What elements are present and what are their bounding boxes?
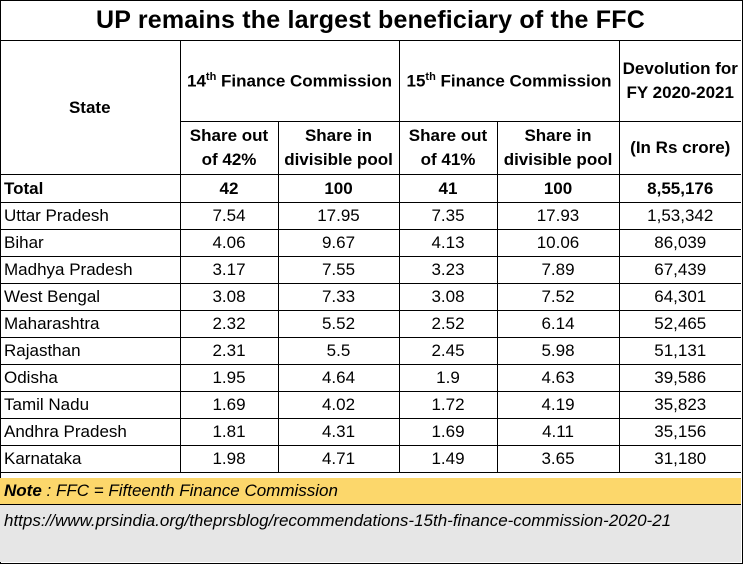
table-row: Maharashtra 2.32 5.52 2.52 6.14 52,465 bbox=[0, 310, 741, 338]
share41-value: 4.13 bbox=[398, 229, 498, 257]
pool15-value: 6.14 bbox=[496, 310, 620, 338]
pool14-value: 5.5 bbox=[277, 337, 400, 365]
source-link[interactable]: https://www.prsindia.org/theprsblog/reco… bbox=[0, 505, 741, 562]
total-devolution: 8,55,176 bbox=[618, 174, 741, 203]
devolution-value: 39,586 bbox=[618, 364, 741, 392]
share42-value: 1.98 bbox=[179, 445, 279, 473]
pool15-value: 17.93 bbox=[496, 202, 620, 230]
table-row: Karnataka 1.98 4.71 1.49 3.65 31,180 bbox=[0, 445, 741, 473]
state-name: Uttar Pradesh bbox=[0, 202, 181, 230]
devolution-value: 35,156 bbox=[618, 418, 741, 446]
fc14-label: Finance Commission bbox=[221, 71, 393, 91]
fc15-header: 15th Finance Commission bbox=[398, 41, 620, 122]
share41-value: 1.69 bbox=[398, 418, 498, 446]
devolution-value: 86,039 bbox=[618, 229, 741, 257]
share41-value: 1.72 bbox=[398, 391, 498, 419]
share42-value: 3.17 bbox=[179, 256, 279, 284]
share41-value: 2.45 bbox=[398, 337, 498, 365]
share41-value: 3.23 bbox=[398, 256, 498, 284]
devolution-value: 52,465 bbox=[618, 310, 741, 338]
share-pool-14-header: Share in divisible pool bbox=[277, 121, 400, 175]
table-row: Uttar Pradesh 7.54 17.95 7.35 17.93 1,53… bbox=[0, 202, 741, 230]
fc14-number: 14 bbox=[186, 71, 206, 91]
note-text: : FFC = Fifteenth Finance Commission bbox=[41, 481, 338, 500]
state-name: Tamil Nadu bbox=[0, 391, 181, 419]
pool15-value: 7.89 bbox=[496, 256, 620, 284]
share41-value: 2.52 bbox=[398, 310, 498, 338]
share42-value: 3.08 bbox=[179, 283, 279, 311]
state-name: Andhra Pradesh bbox=[0, 418, 181, 446]
table-row: West Bengal 3.08 7.33 3.08 7.52 64,301 bbox=[0, 283, 741, 311]
pool15-value: 5.98 bbox=[496, 337, 620, 365]
devolution-value: 1,53,342 bbox=[618, 202, 741, 230]
share42-value: 1.95 bbox=[179, 364, 279, 392]
total-row: Total 42 100 41 100 8,55,176 bbox=[0, 174, 741, 203]
pool14-value: 4.64 bbox=[277, 364, 400, 392]
state-name: Maharashtra bbox=[0, 310, 181, 338]
devolution-value: 51,131 bbox=[618, 337, 741, 365]
pool15-value: 3.65 bbox=[496, 445, 620, 473]
table-row: Madhya Pradesh 3.17 7.55 3.23 7.89 67,43… bbox=[0, 256, 741, 284]
share42-value: 7.54 bbox=[179, 202, 279, 230]
total-pool14: 100 bbox=[277, 174, 400, 203]
pool14-value: 4.02 bbox=[277, 391, 400, 419]
rs-crore-header: (In Rs crore) bbox=[618, 121, 741, 175]
fc15-ordinal: th bbox=[425, 70, 436, 83]
state-header: State bbox=[0, 41, 181, 175]
share42-value: 1.81 bbox=[179, 418, 279, 446]
total-label: Total bbox=[0, 174, 181, 203]
share42-value: 2.31 bbox=[179, 337, 279, 365]
pool14-value: 9.67 bbox=[277, 229, 400, 257]
pool15-value: 7.52 bbox=[496, 283, 620, 311]
table-row: Andhra Pradesh 1.81 4.31 1.69 4.11 35,15… bbox=[0, 418, 741, 446]
devolution-value: 35,823 bbox=[618, 391, 741, 419]
note-bar: Note : FFC = Fifteenth Finance Commissio… bbox=[0, 478, 741, 505]
fc14-header: 14th Finance Commission bbox=[179, 41, 400, 122]
table-row: Tamil Nadu 1.69 4.02 1.72 4.19 35,823 bbox=[0, 391, 741, 419]
pool14-value: 17.95 bbox=[277, 202, 400, 230]
total-pool15: 100 bbox=[496, 174, 620, 203]
page-title: UP remains the largest beneficiary of th… bbox=[0, 0, 741, 41]
pool14-value: 4.71 bbox=[277, 445, 400, 473]
pool15-value: 4.11 bbox=[496, 418, 620, 446]
pool14-value: 5.52 bbox=[277, 310, 400, 338]
note-label: Note bbox=[4, 481, 42, 500]
state-name: West Bengal bbox=[0, 283, 181, 311]
devolution-header: Devolution for FY 2020-2021 bbox=[618, 41, 741, 122]
share42-value: 1.69 bbox=[179, 391, 279, 419]
share42-value: 4.06 bbox=[179, 229, 279, 257]
share42-header: Share out of 42% bbox=[180, 121, 279, 175]
share41-value: 1.49 bbox=[398, 445, 498, 473]
share41-value: 1.9 bbox=[398, 364, 498, 392]
share41-header: Share out of 41% bbox=[398, 121, 498, 175]
state-name: Karnataka bbox=[0, 445, 181, 473]
state-name: Madhya Pradesh bbox=[0, 256, 181, 284]
share41-value: 3.08 bbox=[398, 283, 498, 311]
share41-value: 7.35 bbox=[398, 202, 498, 230]
state-name: Bihar bbox=[0, 229, 181, 257]
pool14-value: 7.55 bbox=[277, 256, 400, 284]
pool15-value: 10.06 bbox=[496, 229, 620, 257]
ffc-table: State 14th Finance Commission 15th Finan… bbox=[0, 41, 741, 473]
fc14-ordinal: th bbox=[205, 70, 217, 83]
table-row: Bihar 4.06 9.67 4.13 10.06 86,039 bbox=[0, 229, 741, 257]
table-row: Odisha 1.95 4.64 1.9 4.63 39,586 bbox=[0, 364, 741, 392]
pool15-value: 4.63 bbox=[496, 364, 620, 392]
state-name: Rajasthan bbox=[0, 337, 181, 365]
devolution-value: 67,439 bbox=[618, 256, 741, 284]
total-share42: 42 bbox=[179, 174, 279, 203]
share42-value: 2.32 bbox=[179, 310, 279, 338]
pool14-value: 7.33 bbox=[277, 283, 400, 311]
fc15-number: 15 bbox=[406, 71, 426, 91]
fc15-label: Finance Commission bbox=[440, 71, 612, 91]
state-name: Odisha bbox=[0, 364, 181, 392]
share-pool-15-header: Share in divisible pool bbox=[496, 121, 620, 175]
devolution-value: 64,301 bbox=[618, 283, 741, 311]
pool15-value: 4.19 bbox=[496, 391, 620, 419]
total-share41: 41 bbox=[398, 174, 498, 203]
pool14-value: 4.31 bbox=[277, 418, 400, 446]
table-row: Rajasthan 2.31 5.5 2.45 5.98 51,131 bbox=[0, 337, 741, 365]
devolution-value: 31,180 bbox=[618, 445, 741, 473]
